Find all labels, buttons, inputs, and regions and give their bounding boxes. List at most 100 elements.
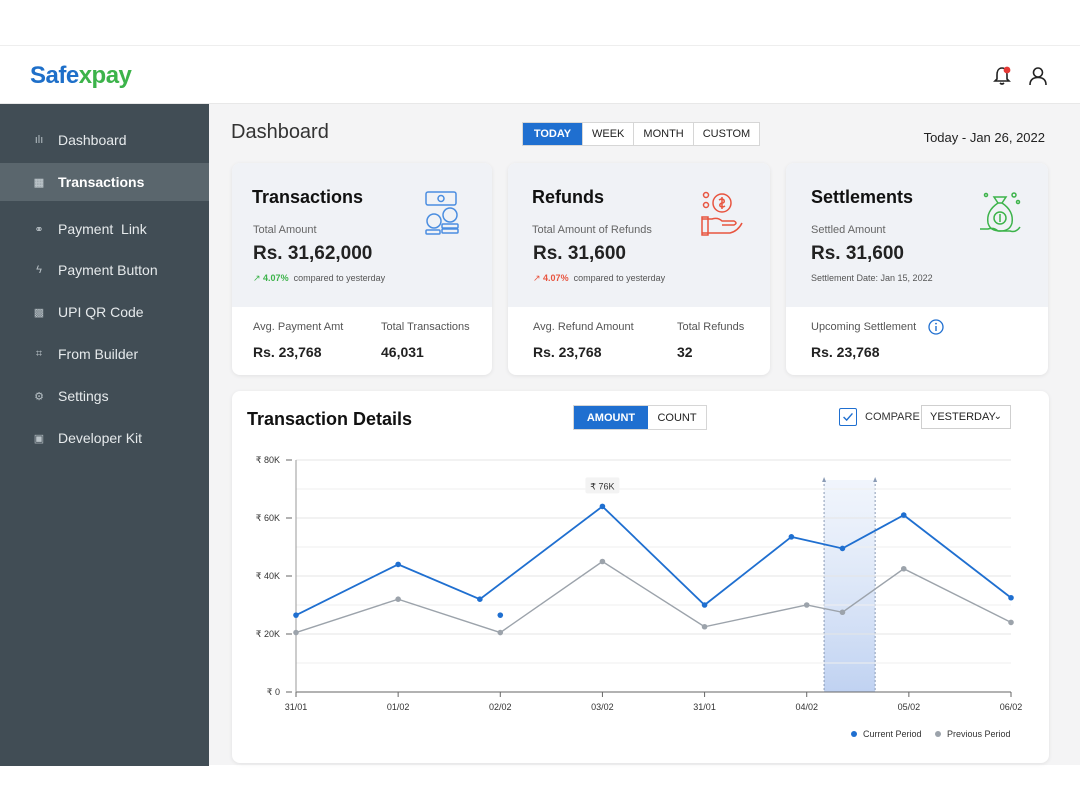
stat-label: Avg. Refund Amount [533, 321, 634, 333]
data-point [599, 558, 606, 565]
compare-checkbox[interactable] [839, 408, 857, 426]
x-tick-label: 04/02 [795, 702, 818, 712]
refunds-card: Refunds Total Amount of Refunds Rs. 31,6… [508, 163, 770, 375]
card-label: Total Amount [253, 224, 317, 236]
stat-label: Avg. Payment Amt [253, 321, 344, 333]
annotation-label: ₹ 76K [590, 481, 614, 491]
app-window: Safexpay ılı Dashboard ▦ Transactions ⚭ Pay… [0, 45, 1080, 766]
stat-value: Rs. 23,768 [811, 344, 880, 360]
stat-value: Rs. 23,768 [253, 344, 322, 360]
brand-logo-part1: Safe [30, 62, 79, 89]
sidebar-item-label: Transactions [58, 174, 145, 190]
trend-up-icon: ↗ [533, 273, 544, 283]
compare-period-select[interactable]: YESTERDAY ⌄ [921, 405, 1011, 429]
money-bag-icon [980, 192, 1021, 233]
tab-today[interactable]: TODAY [523, 123, 583, 145]
sidebar-item-label: Settings [58, 388, 109, 404]
card-title: Settlements [811, 187, 914, 207]
sidebar-item-label: From Builder [58, 346, 139, 362]
card-amount: Rs. 31,600 [533, 243, 626, 264]
change-suffix: compared to yesterday [573, 273, 666, 283]
x-tick-label: 01/02 [387, 702, 410, 712]
legend-label-current: Current Period [863, 729, 922, 739]
card-label: Settled Amount [811, 224, 886, 236]
stat-value: 32 [677, 344, 693, 360]
period-tabs: TODAY WEEK MONTH CUSTOM [522, 122, 761, 146]
data-point [900, 512, 907, 518]
date-display: Today - Jan 26, 2022 [923, 130, 1045, 145]
stat-value: Rs. 23,768 [533, 344, 602, 360]
data-point [1008, 619, 1014, 626]
data-point [497, 629, 504, 636]
card-label: Total Amount of Refunds [532, 224, 652, 236]
stat-label: Upcoming Settlement [811, 321, 917, 333]
data-point [293, 612, 299, 618]
sidebar-item-transactions[interactable]: ▦ Transactions [0, 163, 209, 201]
metric-toggle: AMOUNT COUNT [573, 405, 707, 430]
data-point [395, 596, 401, 602]
data-point [395, 561, 401, 568]
qr-icon: ▩ [33, 306, 45, 319]
compare-label: COMPARE [865, 411, 920, 423]
sidebar-item-payment-button[interactable]: ϟ Payment Button [0, 251, 209, 289]
sidebar: ılı Dashboard ▦ Transactions ⚭ Payment Link… [0, 104, 209, 766]
x-tick-label: 06/02 [1000, 702, 1023, 712]
sidebar-item-payment-link[interactable]: ⚭ Payment Link [0, 210, 209, 248]
change-value: 4.07% [543, 273, 569, 283]
data-point [900, 565, 907, 572]
sidebar-item-label: Payment Button [58, 262, 158, 278]
sidebar-item-label: UPI QR Code [58, 304, 144, 320]
sidebar-item-label: Dashboard [58, 132, 127, 148]
info-icon[interactable] [928, 319, 944, 335]
toggle-count[interactable]: COUNT [648, 406, 706, 429]
tab-week[interactable]: WEEK [583, 123, 635, 145]
data-point [788, 534, 795, 540]
toggle-amount[interactable]: AMOUNT [574, 406, 648, 429]
x-tick-label: 31/01 [285, 702, 308, 712]
user-icon[interactable] [1028, 66, 1048, 86]
transaction-details-panel: Transaction Details AMOUNT COUNT COMPARE… [232, 391, 1049, 763]
sidebar-item-dashboard[interactable]: ılı Dashboard [0, 121, 209, 159]
y-tick-label: ₹ 80K [256, 455, 280, 465]
data-point [477, 596, 483, 602]
link-icon: ⚭ [34, 223, 44, 236]
data-point [701, 623, 708, 630]
series-line-current [295, 505, 1012, 616]
brand-logo[interactable]: Safexpay [30, 62, 132, 90]
sidebar-item-settings[interactable]: ⚙ Settings [0, 377, 209, 415]
legend-marker-previous [935, 731, 941, 737]
page-title: Dashboard [231, 121, 329, 143]
transaction-line-chart: ₹ 0 ₹ 20K ₹ 40K ₹ 60K ₹ 80K 31/01 01/02 02/02 03… [256, 455, 1023, 739]
bolt-icon: ϟ [36, 264, 42, 276]
tab-month[interactable]: MONTH [634, 123, 694, 145]
data-point [497, 612, 504, 618]
sidebar-item-developer-kit[interactable]: ▣ Developer Kit [0, 419, 209, 457]
refund-hand-icon [701, 191, 743, 236]
highlight-arrow [822, 477, 827, 482]
sidebar-item-label: Developer Kit [58, 430, 143, 446]
tab-custom[interactable]: CUSTOM [702, 128, 751, 140]
sidebar-item-label: Payment Link [58, 221, 147, 237]
card-title: Refunds [532, 187, 604, 207]
stat-label: Total Refunds [677, 321, 745, 333]
data-point [839, 609, 846, 616]
sidebar-item-upi-qr-code[interactable]: ▩ UPI QR Code [0, 293, 209, 331]
sidebar-item-from-builder[interactable]: ⌗ From Builder [0, 335, 209, 373]
annotation-box [585, 477, 620, 494]
y-tick-label: ₹ 0 [267, 687, 280, 697]
kit-icon: ▣ [33, 432, 45, 445]
data-point [599, 503, 606, 510]
legend-label-previous: Previous Period [947, 729, 1011, 739]
y-tick-label: ₹ 60K [256, 513, 280, 523]
data-point [839, 545, 846, 552]
bell-icon[interactable] [992, 66, 1012, 86]
chevron-down-icon: ⌄ [993, 411, 1002, 422]
stat-label: Total Transactions [381, 321, 470, 333]
x-tick-label: 31/01 [693, 702, 716, 712]
change-suffix: compared to yesterday [293, 273, 386, 283]
top-bar: Safexpay [0, 46, 1080, 104]
card-title: Transactions [252, 187, 364, 207]
settlements-card: Settlements Settled Amount Rs. 31,600 Se… [786, 163, 1048, 375]
compare-select-value: YESTERDAY [930, 411, 996, 423]
transactions-card: Transactions Total Amount Rs. 31,62,000 … [232, 163, 492, 375]
